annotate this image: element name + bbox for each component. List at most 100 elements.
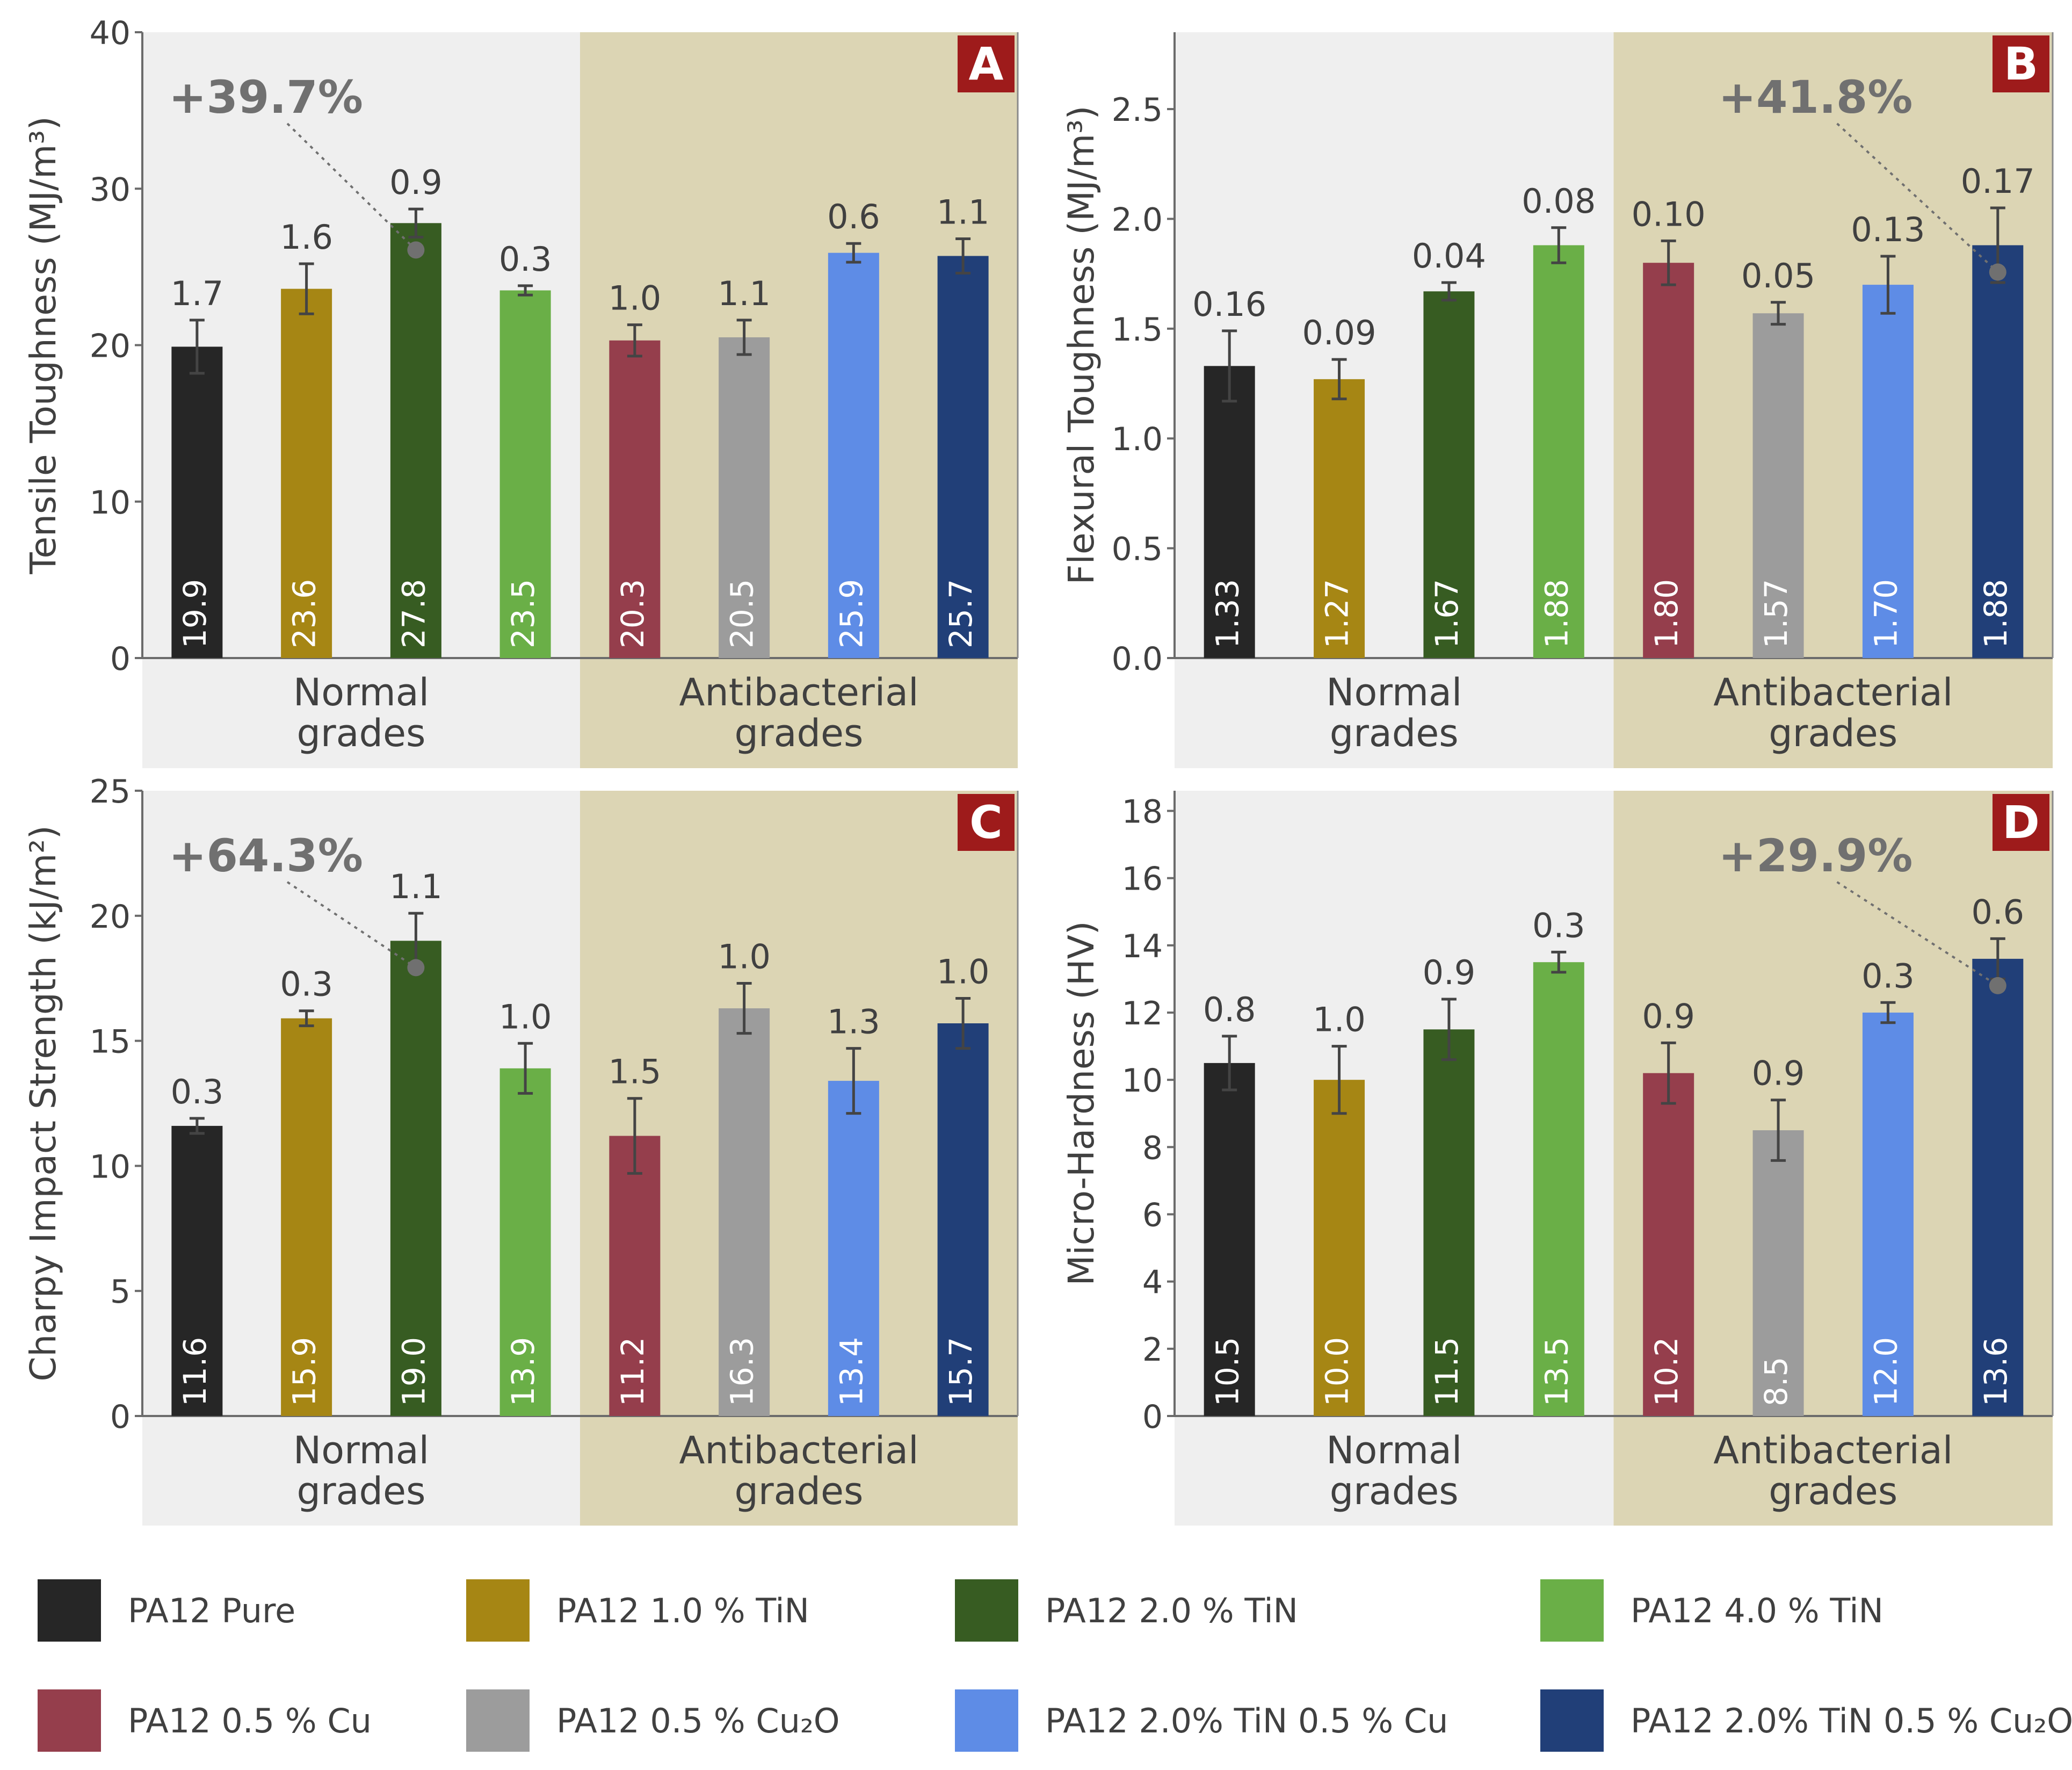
normal-grades-label: Normal — [293, 1428, 429, 1472]
y-tick-label: 0 — [1142, 1398, 1163, 1436]
bar-value-label: 10.2 — [1648, 1337, 1685, 1406]
error-value-label: 1.1 — [937, 192, 990, 232]
error-value-label: 1.5 — [608, 1052, 662, 1092]
error-value-label: 1.0 — [1313, 1000, 1366, 1039]
bar-8 — [1972, 245, 2024, 658]
antibacterial-grades-label: Antibacterial — [1713, 670, 1953, 714]
normal-grades-label: Normal — [1326, 670, 1462, 714]
bar-3 — [1423, 291, 1475, 658]
antibacterial-grades-label: grades — [734, 711, 863, 755]
error-value-label: 0.3 — [1861, 956, 1915, 995]
chart-panel-a: 0 10 20 30 40 Tensile Toughness (MJ/m³) 19.9 1.… — [23, 15, 1019, 768]
bar-value-label: 1.70 — [1868, 579, 1904, 648]
legend-label: PA12 1.0 % TiN — [556, 1591, 809, 1630]
y-tick-label: 2.0 — [1112, 201, 1163, 239]
error-value-label: 0.13 — [1851, 210, 1925, 249]
error-value-label: 0.9 — [1752, 1054, 1805, 1093]
bar-4 — [1533, 962, 1584, 1416]
bar-value-label: 1.57 — [1758, 579, 1794, 648]
legend-swatch — [955, 1689, 1018, 1752]
legend-swatch — [466, 1689, 530, 1752]
error-value-label: 0.9 — [1423, 953, 1476, 992]
y-tick-label: 15 — [90, 1023, 131, 1061]
y-tick-label: 10 — [90, 1148, 131, 1186]
bar-1 — [171, 1125, 223, 1416]
panel-badge-letter: C — [969, 796, 1003, 849]
bar-value-label: 20.3 — [614, 579, 651, 648]
error-value-label: 0.9 — [1642, 996, 1695, 1036]
bar-value-label: 1.33 — [1209, 579, 1245, 648]
bar-value-label: 1.88 — [1977, 579, 2014, 648]
bar-1 — [1204, 366, 1255, 658]
y-tick-label: 0.0 — [1112, 640, 1163, 678]
error-value-label: 1.1 — [718, 274, 771, 313]
bar-6 — [1752, 313, 1804, 658]
y-tick-label: 20 — [90, 328, 131, 365]
bar-value-label: 15.9 — [286, 1337, 323, 1406]
bar-8 — [937, 256, 989, 658]
y-tick-label: 1.0 — [1112, 421, 1163, 458]
panel-badge — [958, 35, 1015, 92]
annotation-leader-line — [286, 881, 417, 969]
y-tick-label: 4 — [1142, 1264, 1163, 1302]
y-tick-label: 6 — [1142, 1197, 1163, 1234]
error-value-label: 0.05 — [1741, 256, 1815, 295]
legend-label: PA12 0.5 % Cu₂O — [556, 1701, 840, 1740]
bar-7 — [828, 252, 879, 659]
error-value-label: 1.0 — [499, 997, 552, 1036]
annotation-leader-line — [286, 122, 417, 251]
antibacterial-grades-label: Antibacterial — [1713, 1428, 1953, 1472]
legend-label: PA12 2.0% TiN 0.5 % Cu₂O — [1631, 1701, 2072, 1740]
bar-7 — [828, 1081, 879, 1416]
y-tick-label: 2 — [1142, 1331, 1163, 1369]
bar-value-label: 13.6 — [1977, 1337, 2014, 1406]
y-tick-label: 20 — [90, 898, 131, 936]
error-value-label: 0.9 — [389, 163, 443, 202]
bar-6 — [719, 337, 770, 658]
annotation-percent-label: +39.7% — [169, 71, 363, 124]
legend-label: PA12 4.0 % TiN — [1631, 1591, 1883, 1630]
y-tick-label: 2.5 — [1112, 91, 1163, 129]
error-value-label: 0.3 — [499, 240, 552, 279]
bar-value-label: 13.5 — [1538, 1337, 1575, 1406]
chart-panel-d: 0 2 4 6 8 10 12 14 16 18 Micro-Hardness (HV) 10.5 0.… — [1061, 791, 2054, 1526]
bar-2 — [281, 288, 332, 658]
bar-2 — [1314, 379, 1365, 658]
bar-value-label: 15.7 — [943, 1337, 979, 1406]
bar-4 — [499, 290, 551, 658]
error-value-label: 0.3 — [171, 1072, 224, 1111]
annotation-percent-label: +64.3% — [169, 829, 363, 882]
error-value-label: 0.16 — [1192, 285, 1266, 324]
error-value-label: 1.3 — [827, 1002, 880, 1042]
y-tick-label: 5 — [110, 1273, 131, 1311]
annotation-dot — [407, 959, 425, 977]
annotation-dot — [407, 241, 425, 259]
bar-1 — [1204, 1063, 1255, 1416]
error-value-label: 1.7 — [171, 274, 224, 313]
normal-grades-label: grades — [296, 711, 425, 755]
annotation-percent-label: +41.8% — [1719, 71, 1913, 124]
y-axis-label: Micro-Hardness (HV) — [1061, 921, 1102, 1285]
error-value-label: 0.8 — [1203, 990, 1256, 1029]
annotation-dot — [1989, 263, 2006, 281]
bar-value-label: 1.88 — [1538, 579, 1575, 648]
y-tick-label: 1.5 — [1112, 311, 1163, 349]
bar-1 — [171, 346, 223, 658]
error-value-label: 0.3 — [280, 965, 333, 1004]
bar-value-label: 13.9 — [505, 1337, 541, 1406]
y-tick-label: 0.5 — [1112, 531, 1163, 568]
bar-value-label: 13.4 — [833, 1337, 870, 1406]
panel-badge-letter: A — [968, 38, 1003, 90]
y-tick-label: 30 — [90, 171, 131, 208]
legend-swatch — [1540, 1579, 1604, 1642]
annotation-percent-label: +29.9% — [1719, 829, 1913, 882]
panel-badge — [1993, 35, 2049, 92]
bar-value-label: 10.5 — [1209, 1337, 1245, 1406]
bar-value-label: 11.6 — [177, 1337, 213, 1406]
bar-5 — [1643, 263, 1694, 658]
error-value-label: 0.04 — [1412, 236, 1486, 276]
bar-value-label: 1.67 — [1429, 579, 1465, 648]
normal-grades-label: grades — [296, 1469, 425, 1513]
y-tick-label: 8 — [1142, 1129, 1163, 1167]
